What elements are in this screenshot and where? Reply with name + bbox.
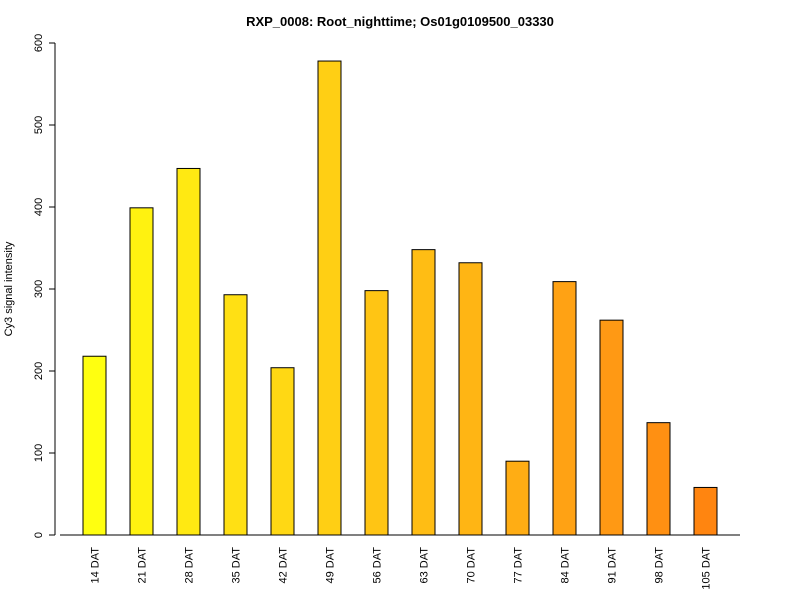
x-axis-tick-labels: 14 DAT 21 DAT 28 DAT 35 DAT 42 DAT 49 DAT 56 D… (90, 547, 713, 590)
y-axis: 0 100 200 300 400 500 600 (33, 34, 56, 538)
y-tick-label: 300 (33, 280, 45, 298)
x-tick-label: 35 DAT (231, 547, 243, 584)
x-tick-label: 63 DAT (419, 547, 431, 584)
x-tick-label: 84 DAT (560, 547, 572, 584)
bar (411, 249, 436, 536)
y-tick-label: 400 (33, 198, 45, 216)
bar (505, 460, 530, 536)
x-tick-label: 21 DAT (137, 547, 149, 584)
bar (364, 290, 389, 536)
bar (317, 60, 342, 536)
bar (458, 262, 483, 536)
bar (693, 486, 718, 536)
x-tick-label: 70 DAT (466, 547, 478, 584)
bar (176, 167, 201, 536)
bars (82, 60, 718, 536)
x-tick-label: 91 DAT (607, 547, 619, 584)
y-tick-label: 0 (33, 532, 45, 538)
y-tick-label: 500 (33, 116, 45, 134)
x-tick-label: 105 DAT (701, 547, 713, 590)
x-tick-label: 56 DAT (372, 547, 384, 584)
bar (82, 355, 107, 536)
x-tick-label: 98 DAT (654, 547, 666, 584)
x-tick-label: 14 DAT (90, 547, 102, 584)
x-tick-label: 49 DAT (325, 547, 337, 584)
bar (270, 367, 295, 536)
bar (599, 319, 624, 536)
bar (646, 422, 671, 536)
x-tick-label: 77 DAT (513, 547, 525, 584)
x-tick-label: 42 DAT (278, 547, 290, 584)
x-tick-label: 28 DAT (184, 547, 196, 584)
bar (552, 281, 577, 536)
y-tick-label: 200 (33, 362, 45, 380)
bar (129, 207, 154, 536)
y-tick-label: 600 (33, 34, 45, 52)
bar (223, 294, 248, 536)
y-axis-label: Cy3 signal intensity (3, 241, 15, 336)
chart-title: RXP_0008: Root_nighttime; Os01g0109500_0… (246, 14, 554, 29)
y-tick-label: 100 (33, 444, 45, 462)
